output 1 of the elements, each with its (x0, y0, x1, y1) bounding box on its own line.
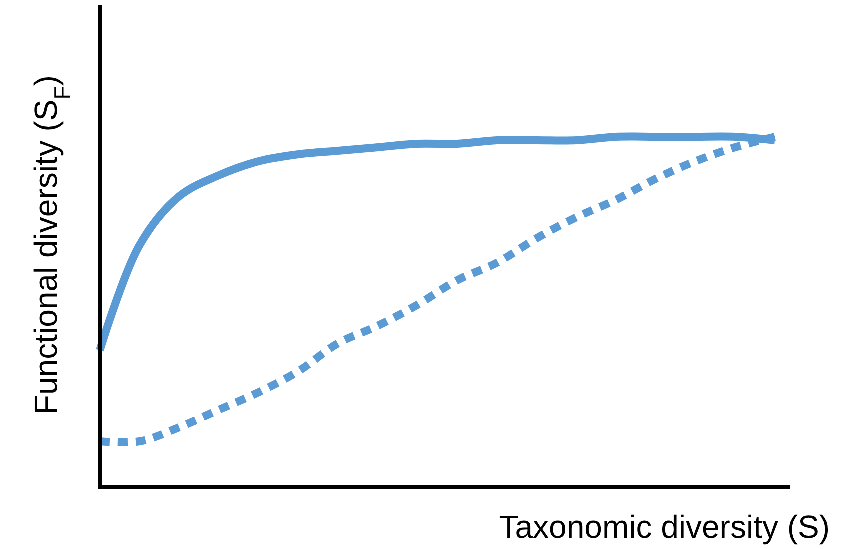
x-axis-title: Taxonomic diversity (S) (499, 509, 830, 545)
